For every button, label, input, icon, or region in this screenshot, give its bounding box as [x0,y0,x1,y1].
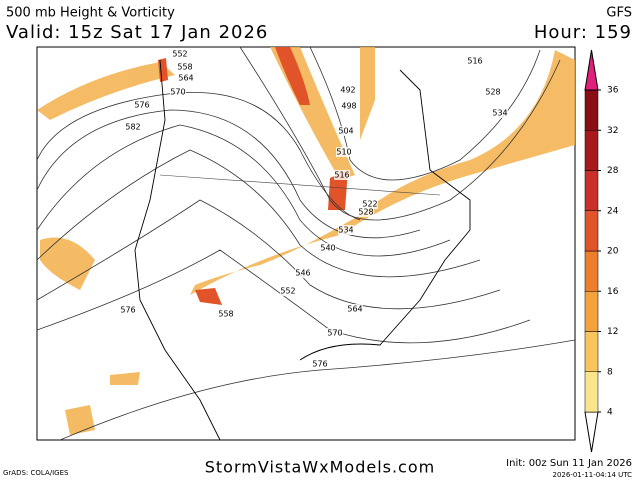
colorbar-band [584,170,599,211]
label-bg [340,85,356,95]
contour-label: 522 [362,200,377,209]
map-title: 500 mb Height & Vorticity [6,6,175,21]
label-bg [334,170,350,180]
contour-label: 552 [280,287,295,296]
valid-time: Valid: 15z Sat 17 Jan 2026 [6,22,268,43]
colorbar-band [584,371,599,413]
label-bg [467,56,483,66]
contour-label: 570 [170,88,185,97]
label-bg [358,207,374,217]
contour-labels: 5525585645705765824924985045105165225285… [120,49,508,369]
contour-label: 558 [218,310,233,319]
label-bg [218,309,234,319]
label-bg [170,87,186,97]
contour-label: 558 [177,63,192,72]
label-bg [485,87,501,97]
label-bg [178,73,194,83]
colorbar-label: 16 [607,287,619,297]
colorbar-band [584,130,599,171]
contour-label: 552 [172,50,187,59]
contour-label: 576 [312,360,327,369]
contour-label: 582 [125,123,140,132]
contour-label: 528 [358,208,373,217]
colorbar-label: 32 [607,126,618,136]
colorbar-under [584,411,599,453]
contour-label: 492 [340,86,355,95]
label-bg [347,304,363,314]
contour-label: 546 [295,269,310,278]
colorbar-label: 36 [607,86,619,96]
forecast-hour: Hour: 159 [534,22,632,43]
label-bg [280,286,296,296]
coastlines [134,59,471,440]
colorbar-label: 12 [607,327,618,337]
contour-label: 504 [338,127,353,136]
site-name: StormVistaWxModels.com [205,458,435,477]
label-bg [338,225,354,235]
contour-label: 576 [134,101,149,110]
label-bg [177,62,193,72]
label-bg [125,122,141,132]
contour-label: 498 [341,102,356,111]
colorbar-band [584,250,599,292]
contour-label: 570 [327,329,342,338]
label-bg [362,199,378,209]
map-area [36,46,576,441]
label-bg [336,147,352,157]
contour-label: 534 [338,226,353,235]
credit: GrADS: COLA/IGES [3,469,69,477]
colorbar-label: 4 [607,408,613,418]
contour-label: 540 [320,244,335,253]
label-bg [134,100,150,110]
colorbar-over [584,49,599,91]
label-bg [312,359,328,369]
contour-label: 528 [485,88,500,97]
colorbar-label: 20 [607,247,619,257]
label-bg [172,49,188,59]
contour-label: 516 [334,171,349,180]
colorbar-label: 28 [607,166,619,176]
contour-label: 564 [347,305,362,314]
model-name: GFS [606,6,632,21]
colorbar-band [584,89,599,131]
colorbar: 4 8 12 16 20 24 28 32 36 [584,49,619,453]
colorbar-band [584,210,599,252]
label-bg [338,126,354,136]
timestamp: 2026-01-11-04:14 UTC [553,471,633,479]
label-bg [295,268,311,278]
contour-label: 516 [467,57,482,66]
label-bg [327,328,343,338]
label-bg [320,243,336,253]
colorbar-band [584,291,599,332]
contour-label: 564 [178,74,193,83]
label-bg [341,101,357,111]
colorbar-label: 8 [607,367,613,377]
vorticity-max [158,47,348,305]
label-bg [120,305,136,315]
contour-label: 576 [120,306,135,315]
colorbar-label: 24 [607,206,619,216]
init-time: Init: 00z Sun 11 Jan 2026 [506,458,632,469]
colorbar-band [584,331,599,372]
contour-label: 510 [336,148,351,157]
contour-label: 534 [492,109,507,118]
label-bg [492,108,508,118]
